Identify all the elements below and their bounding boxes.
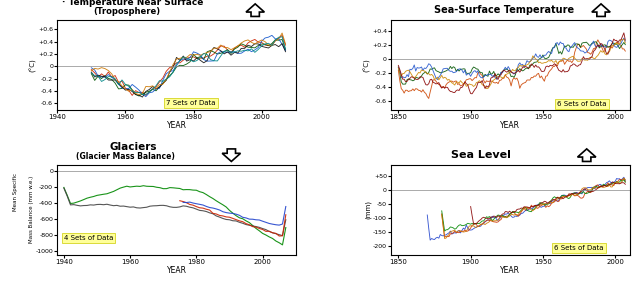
Text: 7 Sets of Data: 7 Sets of Data — [166, 100, 216, 106]
X-axis label: YEAR: YEAR — [501, 121, 520, 130]
Text: Mean Specific: Mean Specific — [13, 173, 18, 211]
Polygon shape — [577, 149, 596, 162]
Y-axis label: (°C): (°C) — [363, 58, 370, 72]
Text: Sea Level: Sea Level — [451, 150, 511, 160]
Y-axis label: Mass Balance (mm w.e.): Mass Balance (mm w.e.) — [29, 176, 34, 243]
Text: Glaciers: Glaciers — [109, 142, 157, 152]
Y-axis label: (°C): (°C) — [29, 58, 36, 72]
X-axis label: YEAR: YEAR — [501, 266, 520, 275]
Text: 4 Sets of Data: 4 Sets of Data — [64, 235, 113, 241]
Polygon shape — [222, 149, 240, 162]
X-axis label: YEAR: YEAR — [167, 121, 186, 130]
Polygon shape — [246, 4, 265, 16]
Text: 6 Sets of Data: 6 Sets of Data — [555, 245, 604, 251]
Text: (Troposphere): (Troposphere) — [93, 7, 160, 16]
Text: Sea-Surface Temperature: Sea-Surface Temperature — [434, 5, 574, 15]
X-axis label: YEAR: YEAR — [167, 266, 186, 275]
Text: (Glacier Mass Balance): (Glacier Mass Balance) — [76, 152, 175, 162]
Text: 6 Sets of Data: 6 Sets of Data — [557, 101, 607, 107]
Polygon shape — [592, 4, 610, 16]
Y-axis label: (mm): (mm) — [365, 200, 371, 219]
Text: · Temperature Near Surface: · Temperature Near Surface — [62, 0, 204, 7]
